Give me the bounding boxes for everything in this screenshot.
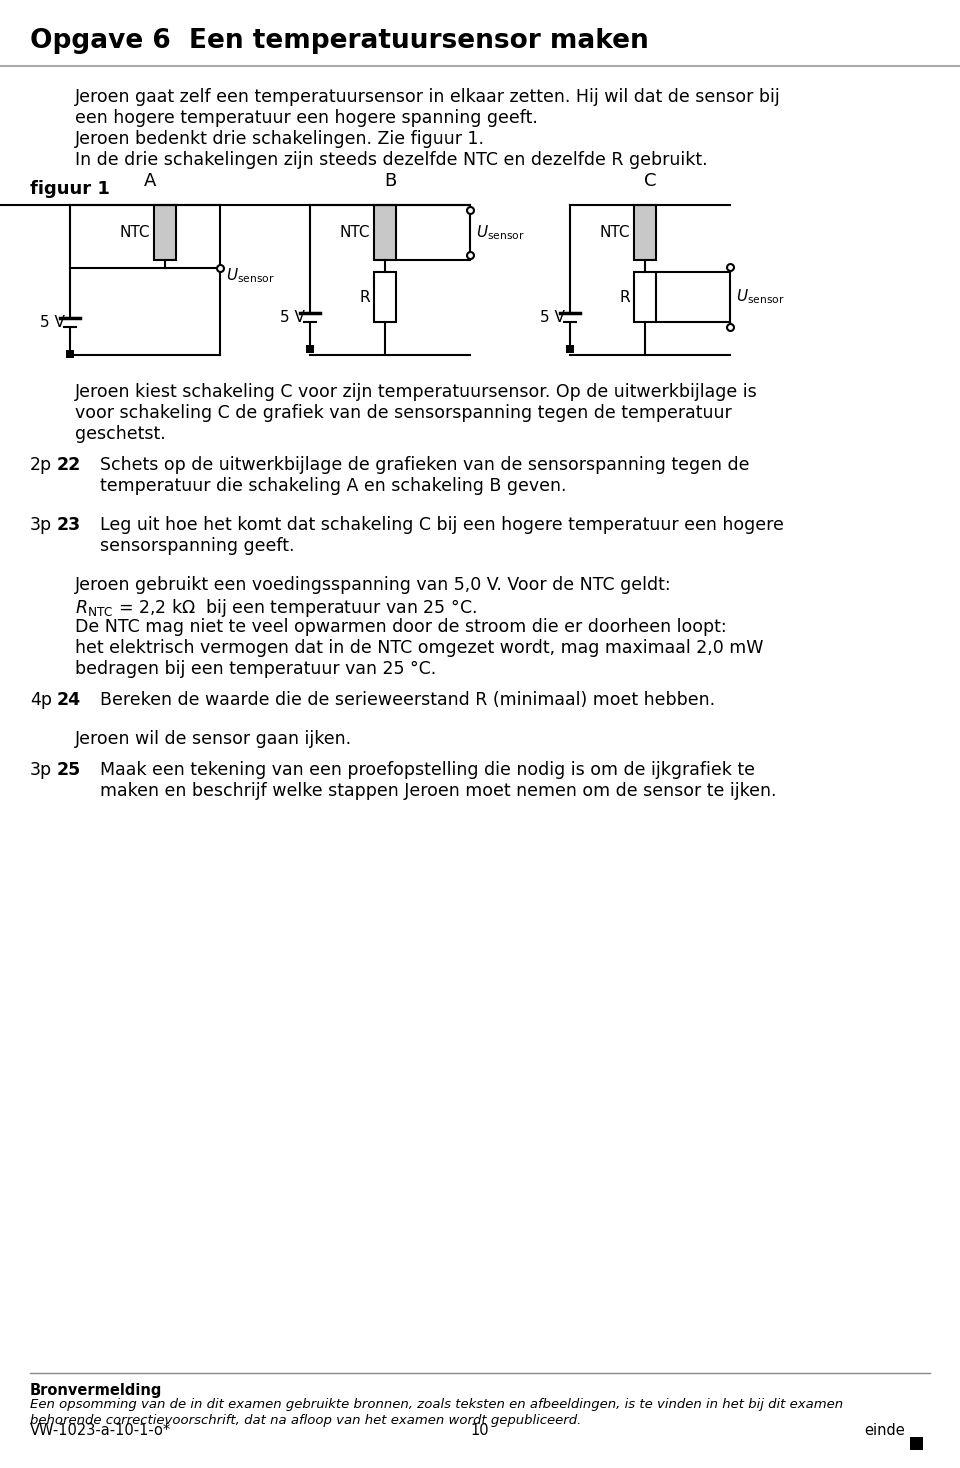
Text: De NTC mag niet te veel opwarmen door de stroom die er doorheen loopt:: De NTC mag niet te veel opwarmen door de… — [75, 618, 727, 636]
Text: sensorspanning geeft.: sensorspanning geeft. — [100, 537, 295, 555]
Text: Jeroen gebruikt een voedingsspanning van 5,0 V. Voor de NTC geldt:: Jeroen gebruikt een voedingsspanning van… — [75, 575, 672, 595]
Text: NTC: NTC — [119, 225, 150, 239]
Text: NTC: NTC — [340, 225, 370, 239]
Text: Bronvermelding: Bronvermelding — [30, 1383, 162, 1398]
Text: figuur 1: figuur 1 — [30, 181, 109, 198]
Text: voor schakeling C de grafiek van de sensorspanning tegen de temperatuur: voor schakeling C de grafiek van de sens… — [75, 404, 732, 421]
Text: 10: 10 — [470, 1422, 490, 1439]
Text: 2p: 2p — [30, 457, 52, 474]
Bar — [634, 206, 656, 260]
Text: R: R — [619, 289, 630, 304]
Text: 22: 22 — [57, 457, 82, 474]
Text: Jeroen kiest schakeling C voor zijn temperatuursensor. Op de uitwerkbijlage is: Jeroen kiest schakeling C voor zijn temp… — [75, 383, 757, 401]
Text: 4p: 4p — [30, 691, 52, 709]
Text: $U_\mathrm{sensor}$: $U_\mathrm{sensor}$ — [476, 223, 524, 242]
Text: A: A — [144, 172, 156, 189]
Text: VW-1023-a-10-1-o*: VW-1023-a-10-1-o* — [30, 1422, 171, 1439]
Text: $U_\mathrm{sensor}$: $U_\mathrm{sensor}$ — [736, 288, 784, 307]
Text: Opgave 6  Een temperatuursensor maken: Opgave 6 Een temperatuursensor maken — [30, 28, 649, 54]
Text: een hogere temperatuur een hogere spanning geeft.: een hogere temperatuur een hogere spanni… — [75, 109, 538, 128]
Text: Jeroen gaat zelf een temperatuursensor in elkaar zetten. Hij wil dat de sensor b: Jeroen gaat zelf een temperatuursensor i… — [75, 88, 780, 106]
Text: 3p: 3p — [30, 760, 52, 780]
Bar — [374, 272, 396, 321]
Text: Schets op de uitwerkbijlage de grafieken van de sensorspanning tegen de: Schets op de uitwerkbijlage de grafieken… — [100, 457, 750, 474]
Text: $R_\mathrm{NTC}$ = 2,2 kΩ  bij een temperatuur van 25 °C.: $R_\mathrm{NTC}$ = 2,2 kΩ bij een temper… — [75, 597, 477, 619]
Text: 3p: 3p — [30, 515, 52, 534]
Text: B: B — [384, 172, 396, 189]
Text: 5 V: 5 V — [280, 310, 305, 324]
Text: R: R — [359, 289, 370, 304]
Text: NTC: NTC — [599, 225, 630, 239]
Bar — [634, 272, 656, 321]
Text: het elektrisch vermogen dat in de NTC omgezet wordt, mag maximaal 2,0 mW: het elektrisch vermogen dat in de NTC om… — [75, 639, 763, 658]
Text: 5 V: 5 V — [540, 310, 565, 324]
Text: temperatuur die schakeling A en schakeling B geven.: temperatuur die schakeling A en schakeli… — [100, 477, 566, 495]
Bar — [566, 345, 574, 352]
Text: 24: 24 — [57, 691, 82, 709]
Text: Jeroen wil de sensor gaan ijken.: Jeroen wil de sensor gaan ijken. — [75, 730, 352, 749]
Text: 23: 23 — [57, 515, 82, 534]
Bar — [306, 345, 314, 352]
Bar — [66, 349, 74, 358]
Text: Jeroen bedenkt drie schakelingen. Zie figuur 1.: Jeroen bedenkt drie schakelingen. Zie fi… — [75, 131, 485, 148]
Text: Leg uit hoe het komt dat schakeling C bij een hogere temperatuur een hogere: Leg uit hoe het komt dat schakeling C bi… — [100, 515, 784, 534]
Text: maken en beschrijf welke stappen Jeroen moet nemen om de sensor te ijken.: maken en beschrijf welke stappen Jeroen … — [100, 782, 777, 800]
Bar — [910, 1437, 923, 1450]
Text: einde: einde — [864, 1422, 905, 1439]
Text: 5 V: 5 V — [40, 316, 65, 330]
Bar — [374, 206, 396, 260]
Text: 25: 25 — [57, 760, 82, 780]
Text: In de drie schakelingen zijn steeds dezelfde NTC en dezelfde R gebruikt.: In de drie schakelingen zijn steeds deze… — [75, 151, 708, 169]
Bar — [154, 206, 176, 260]
Text: Bereken de waarde die de serieweerstand R (minimaal) moet hebben.: Bereken de waarde die de serieweerstand … — [100, 691, 715, 709]
Text: behorende correctievoorschrift, dat na afloop van het examen wordt gepubliceerd.: behorende correctievoorschrift, dat na a… — [30, 1414, 582, 1427]
Text: Een opsomming van de in dit examen gebruikte bronnen, zoals teksten en afbeeldin: Een opsomming van de in dit examen gebru… — [30, 1398, 843, 1411]
Text: C: C — [644, 172, 657, 189]
Text: $U_\mathrm{sensor}$: $U_\mathrm{sensor}$ — [226, 267, 275, 285]
Text: geschetst.: geschetst. — [75, 426, 166, 443]
Text: bedragen bij een temperatuur van 25 °C.: bedragen bij een temperatuur van 25 °C. — [75, 661, 436, 678]
Text: Maak een tekening van een proefopstelling die nodig is om de ijkgrafiek te: Maak een tekening van een proefopstellin… — [100, 760, 755, 780]
